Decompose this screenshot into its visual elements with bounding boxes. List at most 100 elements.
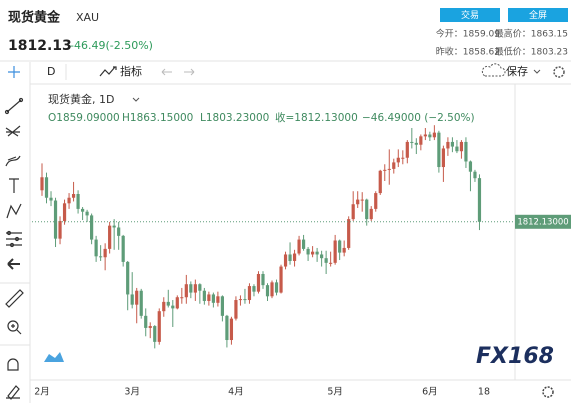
stat: 最高价：1863.15 [495,28,568,40]
ohlc-label: −46.49000 (−2.50%) [362,112,475,124]
trade-button-label[interactable]: 交易 [461,9,479,21]
indicators-icon[interactable] [99,66,117,77]
series-name: 现货黄金, 1D [48,92,114,106]
candle-body [121,235,125,262]
title: 现货黄金 [8,10,61,26]
candle-body [441,148,445,168]
candle-body [306,248,310,255]
settings-icon[interactable] [553,66,565,78]
candle-body [130,294,134,305]
candle-body [450,141,455,147]
candle-body [153,326,157,342]
ohlc-label: 收=1812.13000 [275,111,358,124]
dropdown[interactable] [533,69,541,74]
candle-body [44,177,49,198]
candle-body [108,225,112,249]
axis-settings[interactable] [542,386,554,398]
x-tick-label: 3月 [124,387,140,398]
candle-body [414,142,418,145]
candle-body [261,273,265,286]
candle-body [238,299,243,301]
candle-body [247,286,252,301]
candle-body [234,300,238,319]
candle-body [405,141,409,158]
candle-body [139,290,143,316]
candle-body [473,171,477,179]
candle-body [369,208,373,220]
candle-body [53,200,58,239]
stat: 今开：1859.09 [436,28,500,40]
fullscreen-button-label[interactable]: 全屏 [529,9,547,21]
candle-body [383,169,387,171]
candle-body [360,199,364,201]
dropdown[interactable] [132,97,140,102]
candle-body [279,266,283,293]
symbol: XAU [76,11,99,24]
candle-body [401,157,405,159]
candle-body [216,296,220,303]
candle-body [94,239,98,257]
candle-body [374,193,378,209]
ohlc-legend: O1859.09000 H1863.15000 L1803.23000 收=18… [48,111,475,124]
drawing-tools[interactable] [4,97,24,400]
last-price-box [515,214,571,229]
indicators[interactable]: 指标 [120,64,142,78]
candle-body [220,296,224,316]
candle-body [67,197,71,204]
interval[interactable]: D [47,65,55,78]
candle-body [80,208,85,212]
candle-body [49,197,53,201]
candle-body [446,141,450,149]
last-price-label: 1812.13000 [517,217,568,227]
stat: 最低价：1803.23 [495,46,568,58]
x-tick-label: 2月 [34,387,50,398]
candle-body [423,134,427,137]
x-tick-label: 5月 [327,387,343,398]
watermark: FX168 [476,344,554,369]
candle-body [419,136,423,145]
candle-body [274,282,279,293]
candle-body [162,301,166,312]
logo [44,352,64,362]
price: 1812.13 [8,38,72,54]
fullscreen-button[interactable] [508,8,568,22]
candle-body [189,284,193,293]
candle-body [315,251,319,255]
candle-body [292,253,297,261]
candle-body [428,134,432,138]
candle-body [283,254,288,267]
candle-body [297,239,301,254]
x-tick-label: 4月 [228,387,244,398]
trade-button[interactable] [440,8,500,22]
candle-body [166,301,170,306]
candle-body [410,141,414,143]
candle-body [468,161,473,172]
candle-body [76,194,80,209]
save[interactable]: 保存 [506,64,528,78]
candle-body [198,284,202,291]
candle-body [356,199,360,205]
x-tick-label: 6月 [422,387,438,398]
candle-body [229,318,234,341]
undo-redo[interactable] [161,68,195,76]
ohlc-label: L1803.23000 [200,112,269,124]
candle-body [301,239,306,249]
candle-body [157,311,161,342]
candle-body [347,219,351,248]
candle-body [225,315,229,341]
candle-body [455,146,459,152]
stat: 昨收：1858.62 [436,46,500,58]
candle-body [243,299,247,301]
candle-body [193,284,197,293]
candle-body [90,215,94,240]
crosshair-icon[interactable] [8,66,20,78]
save-icon[interactable] [481,63,506,77]
candle-body [270,282,274,297]
ohlc-label: O1859.09000 [48,112,120,124]
candle-body [342,247,346,253]
candle-body [58,220,62,239]
candle-body [202,290,206,301]
candle-body [135,290,139,305]
ohlc-label: H1863.15000 [122,112,193,124]
